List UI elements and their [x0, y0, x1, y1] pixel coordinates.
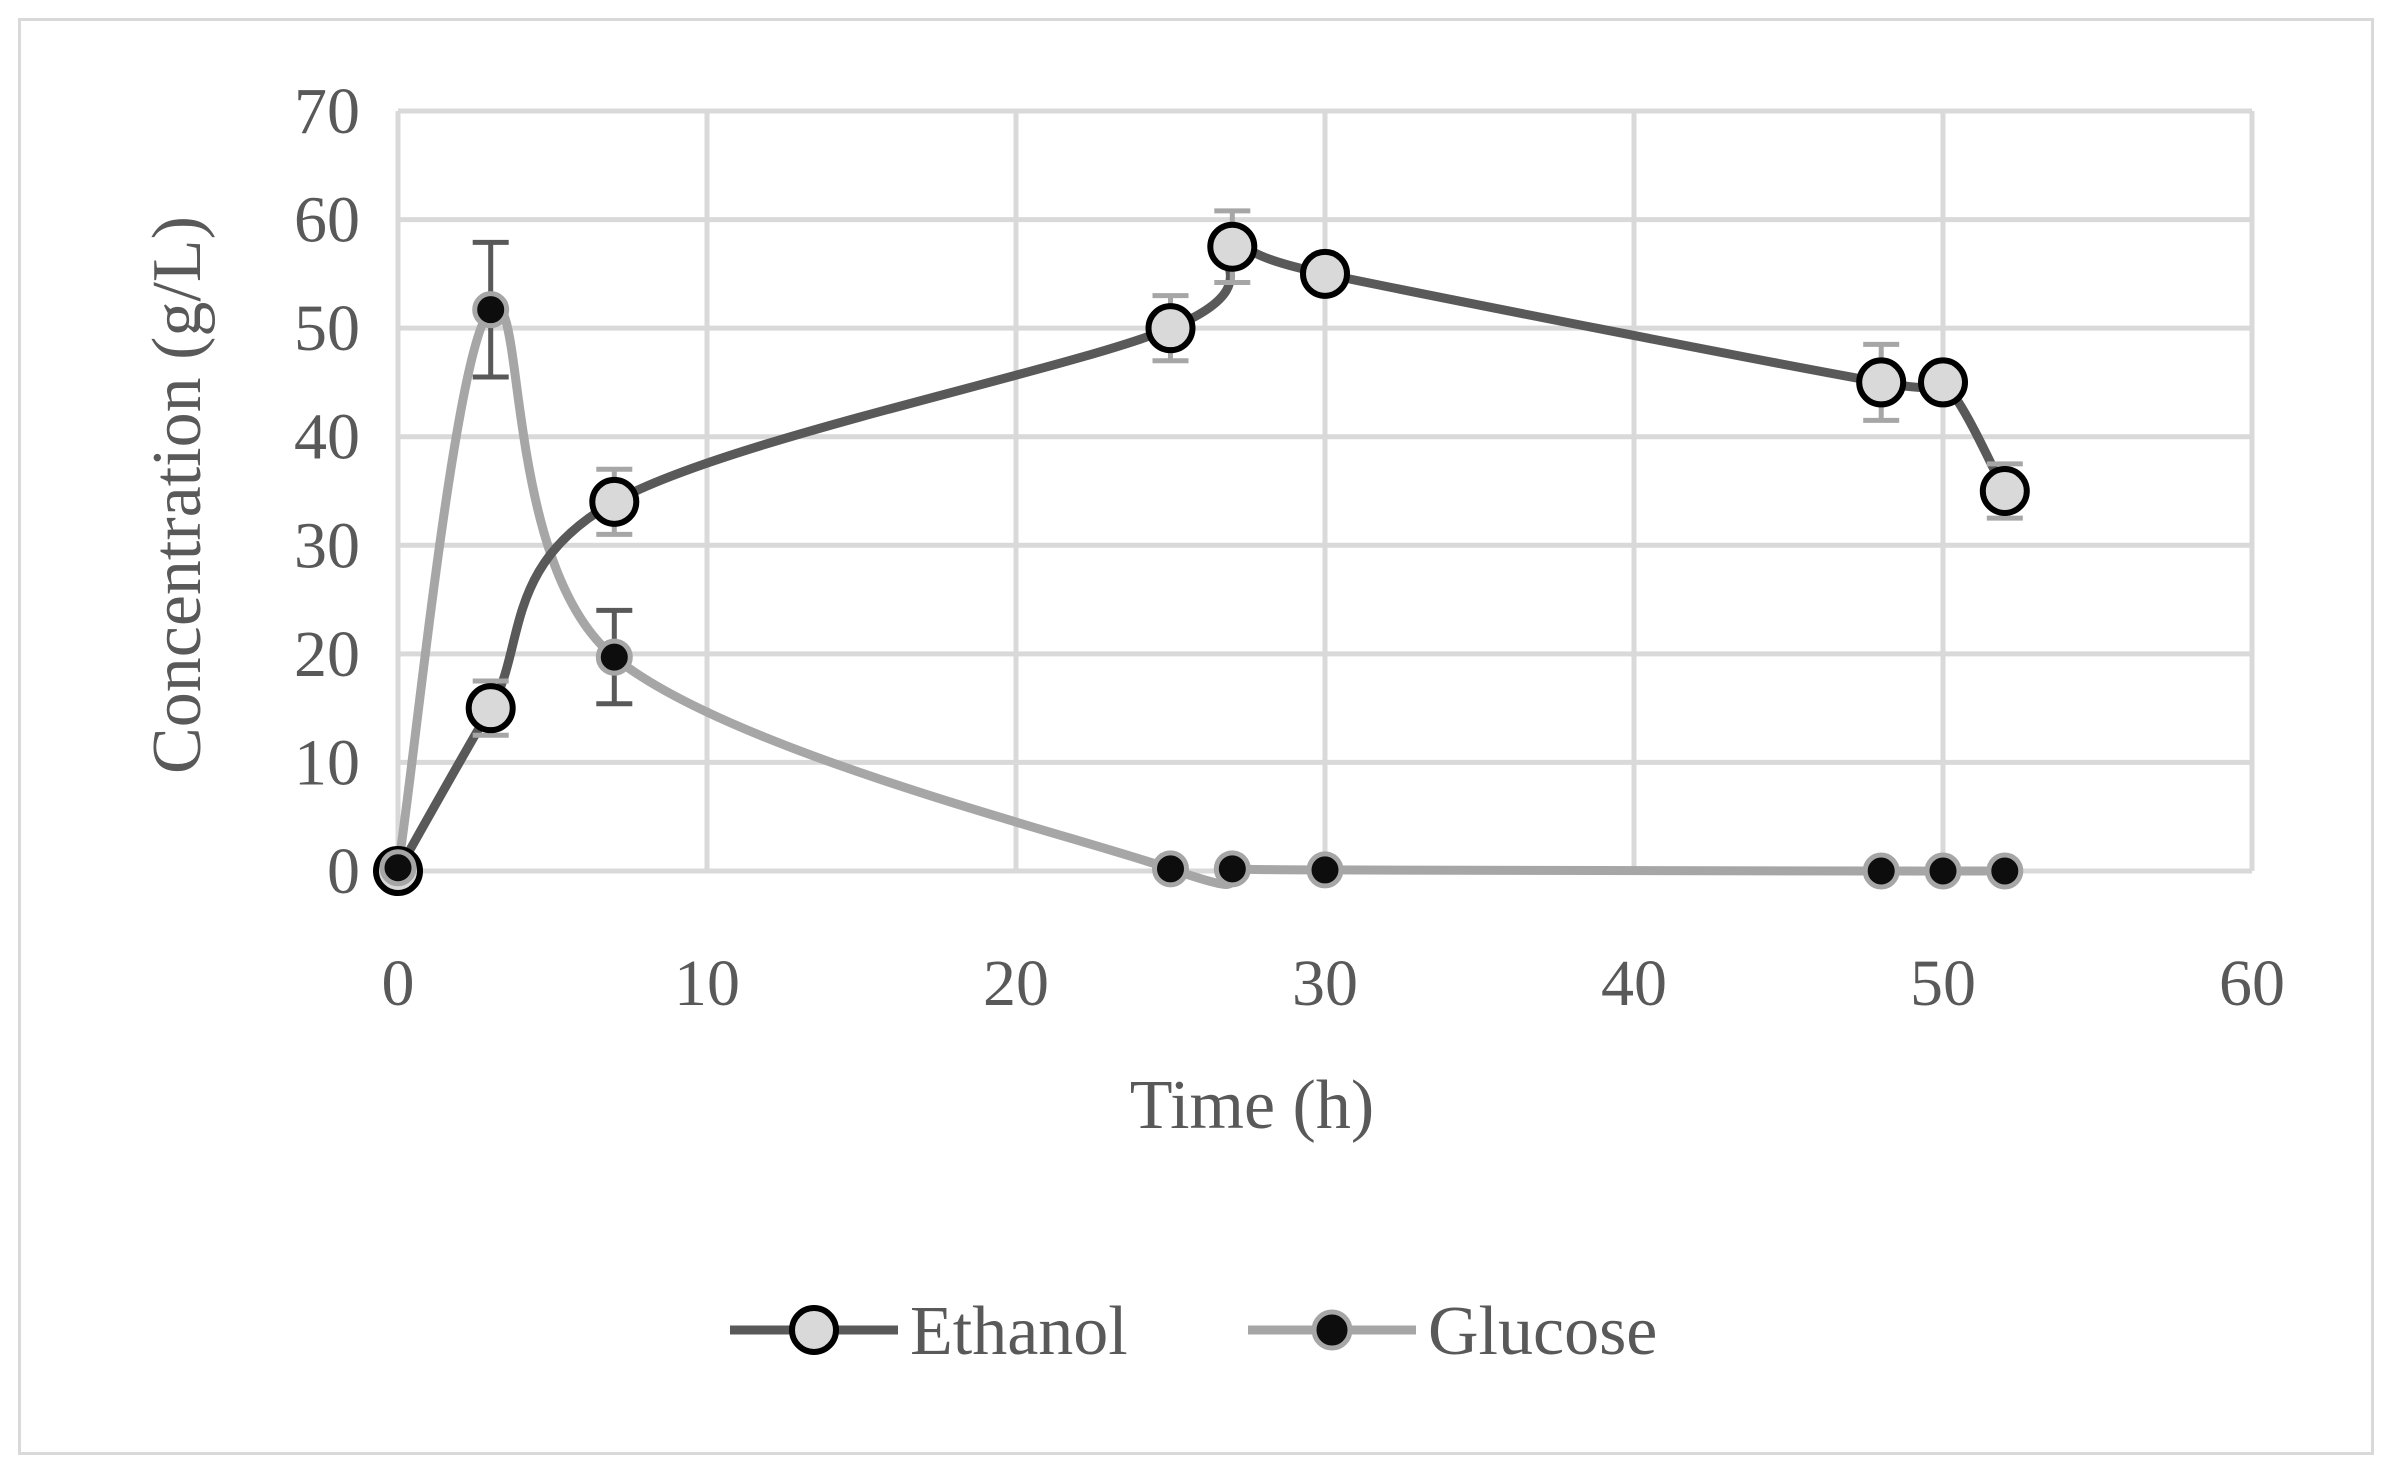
y-tick-label-20: 20: [294, 618, 360, 691]
series-line-glucose: [393, 302, 2010, 889]
y-tick-labels: 0 10 20 30 40 50 60 70: [294, 75, 360, 908]
x-tick-label-0: 0: [382, 947, 415, 1020]
legend: Ethanol Glucose: [730, 1293, 1657, 1370]
series-line-ethanol: [393, 239, 2010, 876]
point-ethanol-52: [1979, 466, 2030, 516]
x-tick-label-30: 30: [1292, 947, 1358, 1020]
point-ethanol-25: [1145, 303, 1196, 354]
series-lines: [393, 239, 2010, 889]
point-glucose-25: [1152, 850, 1189, 888]
y-tick-label-60: 60: [294, 184, 360, 257]
point-glucose-3: [472, 291, 510, 329]
legend-label-ethanol: Ethanol: [910, 1293, 1128, 1370]
grid: [395, 108, 2255, 874]
y-tick-label-50: 50: [294, 292, 360, 365]
y-tick-label-30: 30: [294, 509, 360, 582]
legend-marker-glucose: [1311, 1309, 1353, 1351]
point-ethanol-27: [1207, 221, 1258, 272]
point-ethanol-50: [1918, 357, 1968, 408]
legend-item-ethanol: Ethanol: [730, 1293, 1128, 1370]
legend-item-glucose: Glucose: [1248, 1293, 1657, 1370]
x-tick-label-10: 10: [674, 947, 740, 1020]
y-tick-label-10: 10: [294, 726, 360, 799]
point-glucose-52: [1986, 852, 2024, 890]
point-ethanol-48: [1856, 357, 1907, 408]
point-glucose-27: [1213, 850, 1251, 888]
point-ethanol-30: [1300, 248, 1350, 299]
x-axis-title: Time (h): [1130, 1067, 1374, 1144]
point-glucose-0: [379, 849, 417, 887]
point-glucose-48: [1862, 852, 1900, 890]
x-tick-labels: 0 10 20 30 40 50 60: [382, 947, 2286, 1020]
x-tick-label-40: 40: [1601, 947, 1667, 1020]
x-tick-label-50: 50: [1910, 947, 1976, 1020]
y-tick-label-40: 40: [294, 401, 360, 474]
y-tick-label-70: 70: [294, 75, 360, 148]
y-tick-label-0: 0: [327, 835, 360, 908]
point-glucose-7: [595, 638, 633, 676]
x-tick-label-20: 20: [983, 947, 1049, 1020]
point-glucose-30: [1306, 851, 1344, 889]
point-ethanol-7: [589, 476, 640, 527]
x-tick-label-60: 60: [2219, 947, 2285, 1020]
point-glucose-50: [1924, 852, 1962, 890]
legend-label-glucose: Glucose: [1428, 1293, 1657, 1370]
data-points: [373, 221, 2030, 896]
legend-marker-ethanol: [789, 1305, 839, 1355]
point-ethanol-3: [465, 683, 516, 734]
y-axis-title: Concentration (g/L): [139, 216, 216, 774]
